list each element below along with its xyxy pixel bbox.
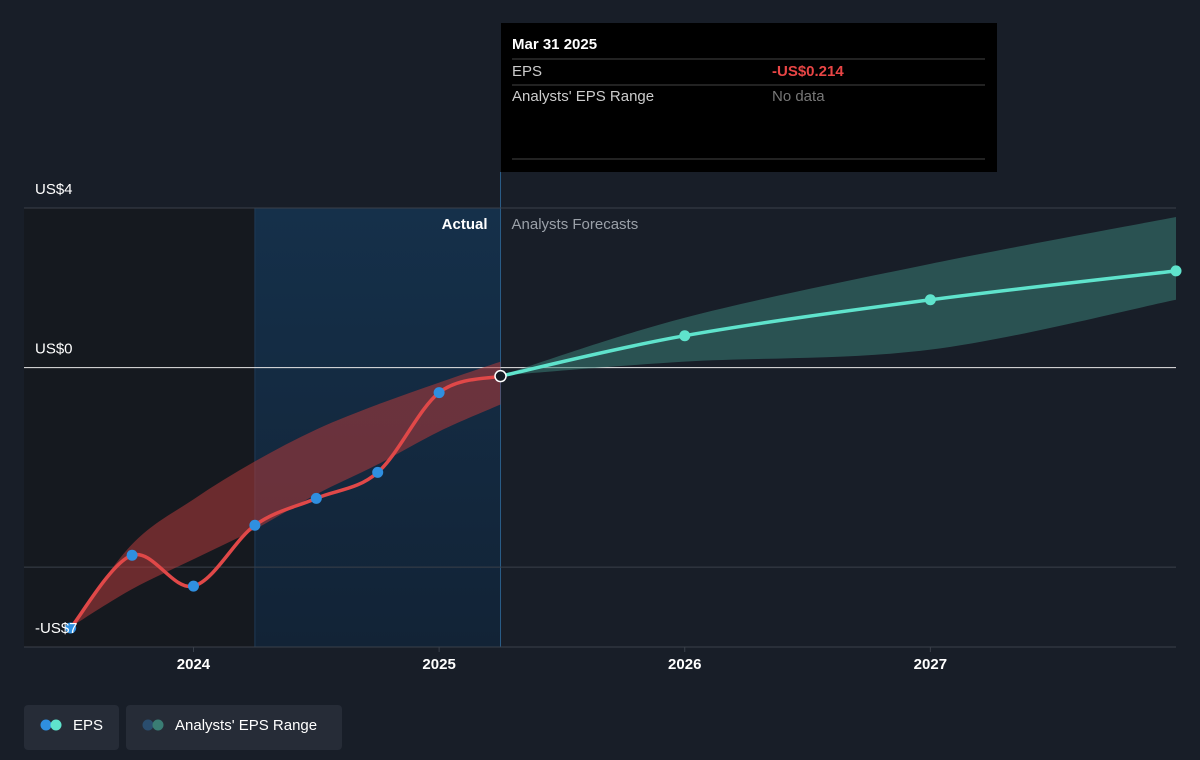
- eps-forecast-point: [924, 294, 936, 306]
- eps-point: [65, 622, 77, 634]
- tooltip: Mar 31 2025 EPS -US$0.214 Analysts' EPS …: [501, 23, 997, 172]
- y-tick-label: -US$7: [35, 620, 78, 637]
- legend-swatch: [40, 719, 52, 731]
- eps-forecast-point: [1170, 265, 1182, 277]
- legend-eps[interactable]: EPS: [24, 705, 119, 750]
- legend-swatch: [142, 719, 154, 731]
- tooltip-title: Mar 31 2025: [512, 36, 597, 53]
- legend-swatch: [50, 719, 62, 731]
- legend-swatch: [152, 719, 164, 731]
- eps-point: [433, 387, 445, 399]
- tooltip-label: EPS: [512, 63, 542, 80]
- x-tick-label: 2024: [177, 656, 211, 673]
- marks: [65, 216, 1182, 634]
- y-tick-label: US$0: [35, 341, 73, 358]
- tooltip-value: No data: [772, 88, 825, 105]
- period-shading: [24, 172, 502, 647]
- legend-label[interactable]: Analysts' EPS Range: [175, 717, 317, 734]
- eps-range-band: [70, 361, 501, 628]
- tooltip-value: -US$0.214: [772, 63, 844, 80]
- eps-point: [494, 369, 507, 383]
- tooltip-box: [501, 23, 997, 172]
- eps-forecast-line: [500, 269, 1177, 378]
- eps-point: [249, 519, 261, 531]
- x-tick-label: 2027: [914, 656, 947, 673]
- legend-label[interactable]: EPS: [73, 717, 103, 734]
- eps-point: [310, 492, 322, 504]
- eps-point: [372, 466, 384, 478]
- legend-button[interactable]: [126, 705, 342, 750]
- x-tick-label: 2026: [668, 656, 701, 673]
- x-tick-label: 2025: [422, 656, 455, 673]
- actual-label: Actual: [442, 216, 488, 233]
- legend-button[interactable]: [24, 705, 119, 750]
- tooltip-label: Analysts' EPS Range: [512, 88, 654, 105]
- eps-point: [187, 580, 199, 592]
- eps-point: [126, 549, 138, 561]
- y-tick-label: US$4: [35, 181, 73, 198]
- eps-forecast-point: [679, 330, 691, 342]
- eps-range-band: [500, 216, 1176, 376]
- forecast-label: Analysts Forecasts: [512, 216, 639, 233]
- legend-range[interactable]: Analysts' EPS Range: [126, 705, 342, 750]
